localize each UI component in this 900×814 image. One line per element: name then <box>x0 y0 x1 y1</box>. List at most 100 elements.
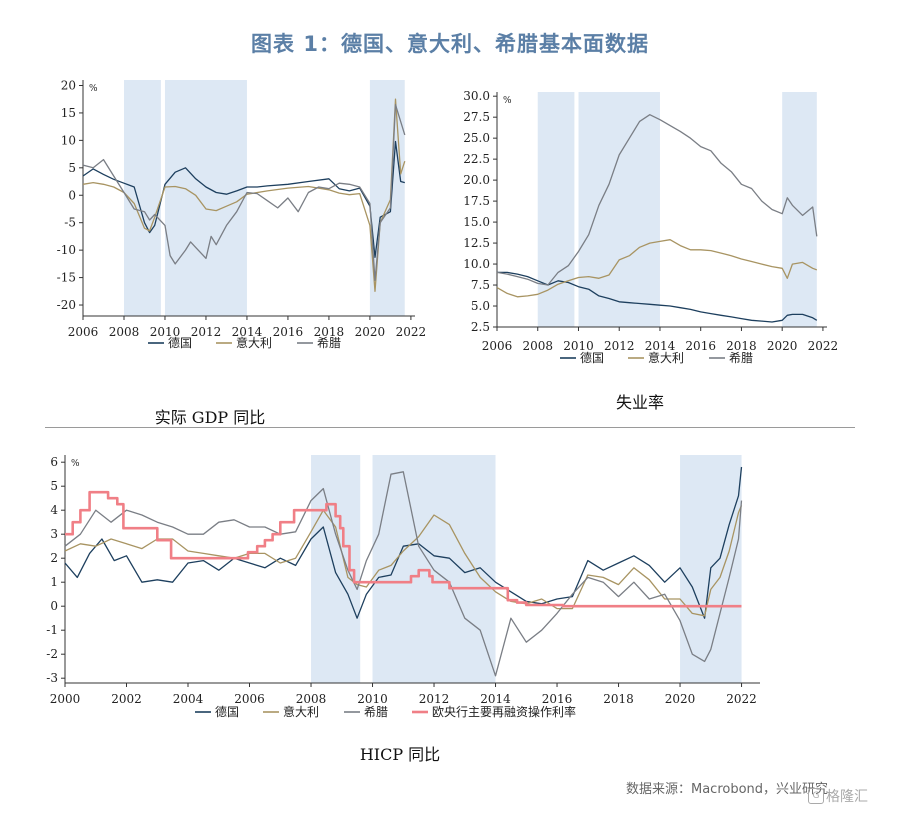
gdp-series-line-italy <box>82 98 406 292</box>
source-note: 数据来源：Macrobond，兴业研究 <box>626 782 829 797</box>
hicp-y-tick-label: 2 <box>50 551 58 565</box>
hicp-x-tick-label: 2018 <box>603 692 634 706</box>
gdp-y-tick-label: -20 <box>57 298 76 312</box>
gdp-series-line-greece <box>82 104 406 281</box>
watermark-logo-icon: G <box>808 788 824 804</box>
unemp-y-tick-label: 7.5 <box>471 278 490 292</box>
gdp-legend-label-germany: 德国 <box>168 335 192 350</box>
unemp-y-tick-label: 25.0 <box>463 131 490 145</box>
gdp-chart-caption: 实际 GDP 同比 <box>154 408 266 427</box>
hicp-x-tick-label: 2000 <box>50 692 81 706</box>
unemp-series-line-greece <box>496 114 818 286</box>
unemp-y-tick-label: 10.0 <box>463 257 490 271</box>
gdp-x-tick-label: 2014 <box>232 325 263 339</box>
hicp-unit-label: % <box>71 459 80 469</box>
unemp-x-tick-label: 2014 <box>645 339 676 353</box>
hicp-series-line-ecb <box>65 490 742 608</box>
hicp-chart-caption: HICP 同比 <box>359 745 441 764</box>
unemp-y-tick-label: 17.5 <box>463 194 490 208</box>
gdp-y-tick-label: 10 <box>61 133 76 147</box>
gdp-y-tick-label: 15 <box>61 106 76 120</box>
gdp-shade-0 <box>123 80 161 316</box>
gdp-x-tick-label: 2010 <box>150 325 181 339</box>
unemp-legend-label-greece: 希腊 <box>729 350 753 365</box>
hicp-x-tick-label: 2002 <box>111 692 142 706</box>
unemp-legend-label-germany: 德国 <box>580 350 604 365</box>
unemp-shade-0 <box>537 92 575 327</box>
hicp-y-tick-label: -2 <box>46 647 58 661</box>
gdp-y-tick-label: 0 <box>68 188 76 202</box>
gdp-x-tick-label: 2020 <box>355 325 386 339</box>
unemp-series-line-germany <box>497 271 818 323</box>
hicp-y-tick-label: 3 <box>50 527 58 541</box>
watermark-text: 格隆汇 <box>826 789 868 805</box>
hicp-x-tick-label: 2008 <box>296 692 327 706</box>
hicp-legend-label-germany: 德国 <box>215 704 239 719</box>
unemp-y-tick-label: 30.0 <box>463 89 490 103</box>
unemp-y-tick-label: 2.5 <box>471 320 490 334</box>
unemp-shade-2 <box>782 92 817 327</box>
unemp-y-tick-label: 20.0 <box>463 173 490 187</box>
gdp-legend-label-italy: 意大利 <box>236 335 272 350</box>
hicp-y-tick-label: -1 <box>46 623 58 637</box>
hicp-series-line-germany <box>64 466 743 619</box>
hicp-x-tick-label: 2004 <box>173 692 204 706</box>
gdp-series-line-germany <box>82 140 405 258</box>
unemp-x-tick-label: 2006 <box>482 339 513 353</box>
hicp-y-tick-label: -3 <box>46 671 58 685</box>
gdp-legend-label-greece: 希腊 <box>317 335 341 350</box>
unemp-series-line-italy <box>496 239 818 298</box>
hicp-x-tick-label: 2012 <box>419 692 450 706</box>
unemp-x-tick-label: 2016 <box>685 339 716 353</box>
hicp-x-tick-label: 2014 <box>480 692 511 706</box>
gdp-x-tick-label: 2018 <box>314 325 345 339</box>
gdp-x-tick-label: 2008 <box>109 325 140 339</box>
hicp-y-tick-label: 4 <box>50 503 58 517</box>
hicp-legend-label-ecb: 欧央行主要再融资操作利率 <box>432 704 576 719</box>
gdp-shade-1 <box>164 80 247 316</box>
hicp-series-line-italy <box>64 505 743 617</box>
unemp-x-tick-label: 2022 <box>808 339 839 353</box>
unemp-x-tick-label: 2018 <box>726 339 757 353</box>
unemployment-chart-caption: 失业率 <box>615 393 664 412</box>
section-divider <box>45 427 855 428</box>
unemp-y-tick-label: 5.0 <box>471 299 490 313</box>
hicp-y-tick-label: 5 <box>50 479 58 493</box>
page-title: 图表 1：德国、意大利、希腊基本面数据 <box>251 32 649 56</box>
hicp-x-tick-label: 2010 <box>357 692 388 706</box>
unemp-legend-label-italy: 意大利 <box>648 350 684 365</box>
hicp-x-tick-label: 2020 <box>665 692 696 706</box>
unemp-x-tick-label: 2020 <box>767 339 798 353</box>
gdp-y-tick-label: 20 <box>61 78 76 92</box>
hicp-x-tick-label: 2006 <box>234 692 265 706</box>
unemp-x-tick-label: 2012 <box>604 339 635 353</box>
gdp-y-tick-label: -10 <box>57 243 76 257</box>
hicp-x-tick-label: 2016 <box>542 692 573 706</box>
unemp-shade-1 <box>578 92 660 327</box>
hicp-y-tick-label: 6 <box>50 455 58 469</box>
unemp-y-tick-label: 12.5 <box>463 236 490 250</box>
gdp-y-tick-label: -15 <box>57 271 76 285</box>
unemp-x-tick-label: 2010 <box>563 339 594 353</box>
hicp-legend-label-italy: 意大利 <box>283 704 319 719</box>
gdp-x-tick-label: 2022 <box>396 325 427 339</box>
watermark: G 格隆汇 <box>808 786 868 806</box>
hicp-y-tick-label: 0 <box>50 599 58 613</box>
hicp-series-line-greece <box>64 471 743 677</box>
unemp-unit-label: % <box>503 96 512 106</box>
unemp-y-tick-label: 27.5 <box>463 110 490 124</box>
hicp-y-tick-label: 1 <box>50 575 58 589</box>
unemp-x-tick-label: 2008 <box>522 339 553 353</box>
gdp-x-tick-label: 2012 <box>191 325 222 339</box>
unemp-y-tick-label: 15.0 <box>463 215 490 229</box>
unemp-y-tick-label: 22.5 <box>463 152 490 166</box>
gdp-x-tick-label: 2016 <box>273 325 304 339</box>
hicp-legend-label-greece: 希腊 <box>364 704 388 719</box>
gdp-unit-label: % <box>89 84 98 94</box>
hicp-x-tick-label: 2022 <box>726 692 757 706</box>
gdp-y-tick-label: -5 <box>64 216 76 230</box>
gdp-x-tick-label: 2006 <box>68 325 99 339</box>
